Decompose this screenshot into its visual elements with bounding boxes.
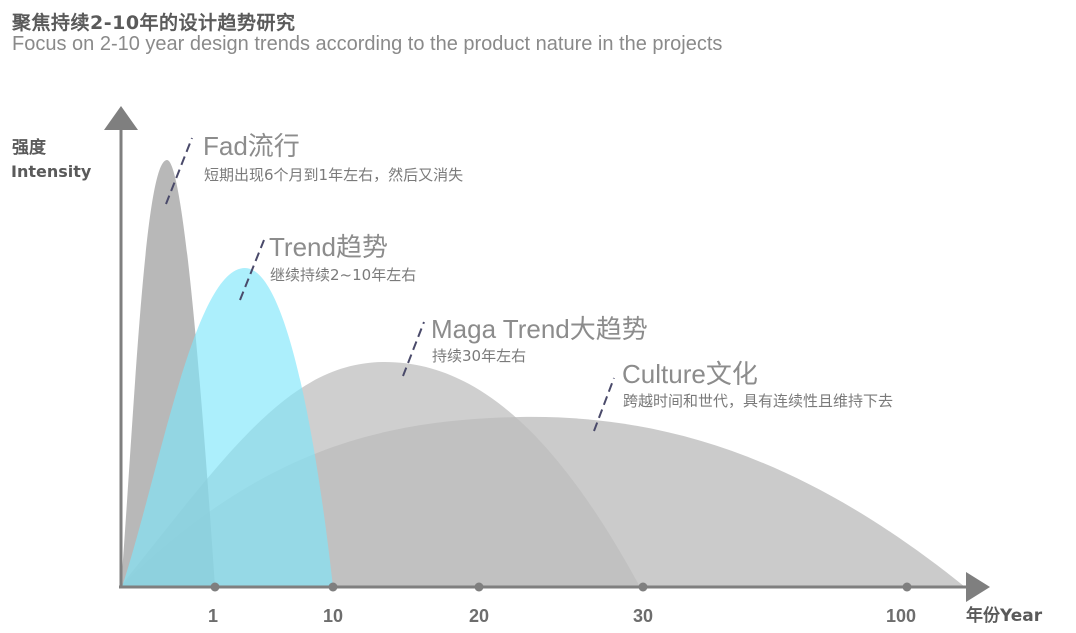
tick-label: 100 — [886, 606, 916, 626]
fad-title: Fad流行 — [203, 131, 300, 161]
tick-dot — [474, 582, 484, 592]
trend-title: Trend趋势 — [269, 232, 388, 262]
mega-trend-description: 持续30年左右 — [432, 347, 526, 365]
culture-leader-line — [593, 377, 615, 432]
tick-label: 1 — [208, 606, 218, 626]
x-axis-arrow — [966, 572, 990, 602]
trend-leader-line — [239, 239, 265, 301]
y-axis-label-zh: 强度 — [12, 137, 47, 158]
tick-dot — [902, 582, 912, 592]
mega-leader-line — [402, 321, 425, 377]
culture-description: 跨越时间和世代，具有连续性且维持下去 — [623, 392, 893, 410]
trend-curve — [122, 268, 333, 587]
page-subtitle: Focus on 2-10 year design trends accordi… — [12, 33, 723, 55]
tick-dot — [210, 582, 220, 592]
culture-title: Culture文化 — [622, 359, 758, 389]
fad-leader-line — [165, 137, 193, 205]
trend-description: 继续持续2~10年左右 — [270, 266, 416, 284]
page-title: 聚焦持续2-10年的设计趋势研究 — [12, 12, 296, 34]
tick-label: 10 — [323, 606, 343, 626]
tick-label: 20 — [469, 606, 489, 626]
tick-dot — [638, 582, 648, 592]
x-axis-label: 年份Year — [966, 605, 1043, 626]
mega-trend-title: Maga Trend大趋势 — [431, 314, 648, 344]
fad-description: 短期出现6个月到1年左右，然后又消失 — [204, 166, 463, 184]
y-axis-arrow — [104, 106, 138, 130]
y-axis-label-en: Intensity — [11, 162, 92, 181]
tick-label: 30 — [633, 606, 653, 626]
tick-dot — [328, 582, 338, 592]
